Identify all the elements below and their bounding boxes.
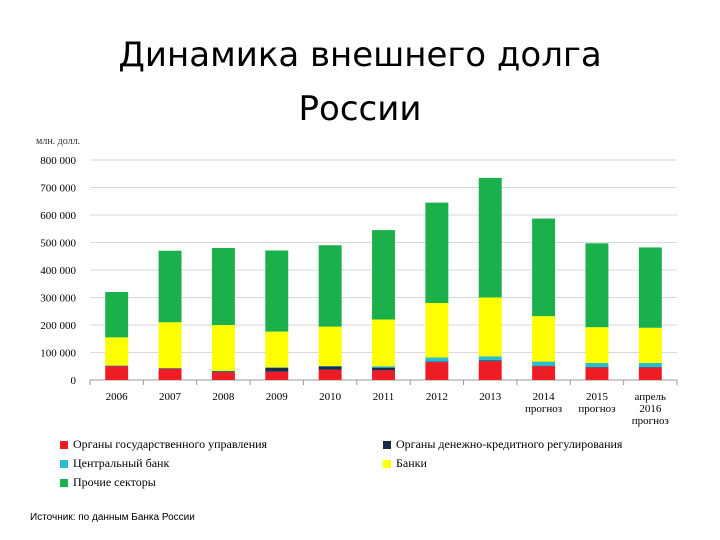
x-tick-label: 2011 bbox=[373, 391, 395, 403]
bar-segment-0 bbox=[532, 366, 556, 380]
bar-segment-1 bbox=[265, 367, 289, 372]
bar-segment-4 bbox=[211, 248, 235, 325]
bar-segment-1 bbox=[372, 367, 395, 371]
bar-segment-3 bbox=[158, 322, 182, 369]
external-debt-chart: млн. долл. 0 100 000 200 000 300 000 400 000 5… bbox=[36, 136, 678, 427]
bar-segment-2 bbox=[425, 357, 449, 362]
bar-segment-4 bbox=[372, 230, 395, 320]
y-tick-label: 300 000 bbox=[40, 293, 76, 305]
x-tick-label: 2012 bbox=[426, 391, 448, 403]
bar-segment-4 bbox=[425, 202, 449, 303]
bar-segment-0 bbox=[638, 367, 662, 380]
legend-label-monetary: Органы денежно-кредитного регулирования bbox=[396, 437, 623, 451]
legend-swatch-monetary bbox=[383, 440, 391, 449]
y-tick-label: 600 000 bbox=[40, 210, 76, 222]
bar-segment-3 bbox=[478, 297, 502, 357]
bar-segment-4 bbox=[265, 250, 289, 332]
legend-item-banks: Банки bbox=[383, 456, 427, 471]
bar-segment-2 bbox=[478, 356, 502, 361]
x-tick-label: 2014 прогноз bbox=[525, 391, 562, 415]
legend-swatch-other bbox=[60, 478, 68, 487]
bar-segment-1 bbox=[638, 367, 662, 368]
bar-segment-0 bbox=[265, 371, 289, 380]
bar-segment-4 bbox=[478, 177, 502, 298]
x-tick-label: 2009 bbox=[266, 391, 289, 403]
page-title: Динамика внешнего долга России bbox=[0, 28, 720, 136]
legend-label-central-bank: Центральный банк bbox=[73, 456, 170, 470]
title-line-2: России bbox=[298, 89, 422, 129]
bar-segment-3 bbox=[585, 327, 609, 363]
bar-segment-0 bbox=[425, 362, 449, 380]
bar-segment-2 bbox=[372, 366, 395, 368]
bar-segment-0 bbox=[585, 367, 609, 380]
y-tick-label: 700 000 bbox=[40, 183, 76, 195]
x-tick-label: 2008 bbox=[212, 391, 235, 403]
bar-segment-3 bbox=[318, 326, 342, 366]
bar-segment-1 bbox=[105, 365, 129, 367]
y-tick-label: 500 000 bbox=[40, 238, 76, 250]
bar-segment-0 bbox=[158, 369, 182, 380]
bar-segment-3 bbox=[265, 331, 289, 368]
bar-segment-1 bbox=[158, 368, 182, 369]
y-tick-label: 0 bbox=[71, 375, 77, 387]
legend-item-central-bank: Центральный банк bbox=[60, 456, 169, 471]
bar-segment-3 bbox=[425, 303, 449, 358]
legend-label-government: Органы государственного управления bbox=[73, 437, 268, 451]
y-axis-unit-label: млн. долл. bbox=[36, 136, 80, 147]
bar-segment-1 bbox=[478, 360, 502, 362]
legend-swatch-banks bbox=[383, 459, 391, 468]
bar-segment-0 bbox=[318, 369, 342, 380]
x-tick-label: 2006 bbox=[106, 391, 129, 403]
bar-segment-3 bbox=[105, 337, 129, 366]
legend-item-monetary: Органы денежно-кредитного регулирования bbox=[383, 437, 622, 452]
bar-segment-3 bbox=[372, 319, 395, 367]
bar-segment-2 bbox=[532, 361, 556, 366]
legend-swatch-central-bank bbox=[60, 459, 68, 468]
bar-segment-4 bbox=[105, 292, 129, 338]
legend-item-other: Прочие секторы bbox=[60, 475, 156, 490]
bar-segment-4 bbox=[158, 250, 182, 323]
bar-segment-1 bbox=[318, 366, 342, 370]
bar-segment-4 bbox=[638, 247, 662, 328]
bar-segment-2 bbox=[585, 362, 609, 368]
bar-segment-1 bbox=[425, 361, 449, 363]
bar-segment-0 bbox=[372, 370, 395, 380]
source-note: Источник: по данным Банка России bbox=[30, 512, 195, 523]
bar-segment-1 bbox=[211, 371, 235, 373]
legend-item-government: Органы государственного управления bbox=[60, 437, 267, 452]
bar-segment-1 bbox=[532, 365, 556, 367]
y-tick-label: 400 000 bbox=[40, 265, 76, 277]
bar-segment-3 bbox=[532, 316, 556, 362]
bar-segment-2 bbox=[318, 365, 342, 367]
bar-segment-0 bbox=[211, 372, 235, 380]
x-tick-label: 2007 bbox=[159, 391, 182, 403]
y-tick-label: 800 000 bbox=[40, 155, 76, 167]
bar-segment-4 bbox=[318, 245, 342, 327]
bar-segment-0 bbox=[478, 361, 502, 380]
bar-segment-1 bbox=[585, 367, 609, 368]
bar-segment-4 bbox=[532, 218, 556, 317]
legend-swatch-government bbox=[60, 440, 68, 449]
bar-segment-3 bbox=[211, 325, 235, 371]
title-line-1: Динамика внешнего долга bbox=[118, 35, 602, 75]
legend-label-banks: Банки bbox=[396, 456, 427, 470]
x-tick-label: 2010 bbox=[319, 391, 342, 403]
x-tick-label: 2013 bbox=[479, 391, 502, 403]
y-tick-label: 200 000 bbox=[40, 320, 76, 332]
bar-segment-4 bbox=[585, 243, 609, 328]
y-tick-label: 100 000 bbox=[40, 348, 76, 360]
bar-segment-3 bbox=[638, 327, 662, 363]
bar-segment-0 bbox=[105, 366, 129, 380]
bar-segment-2 bbox=[638, 362, 662, 368]
legend-label-other: Прочие секторы bbox=[73, 475, 156, 489]
x-tick-label: 2015 прогноз bbox=[578, 391, 615, 415]
x-tick-label: апрель 2016 прогноз bbox=[632, 391, 669, 427]
